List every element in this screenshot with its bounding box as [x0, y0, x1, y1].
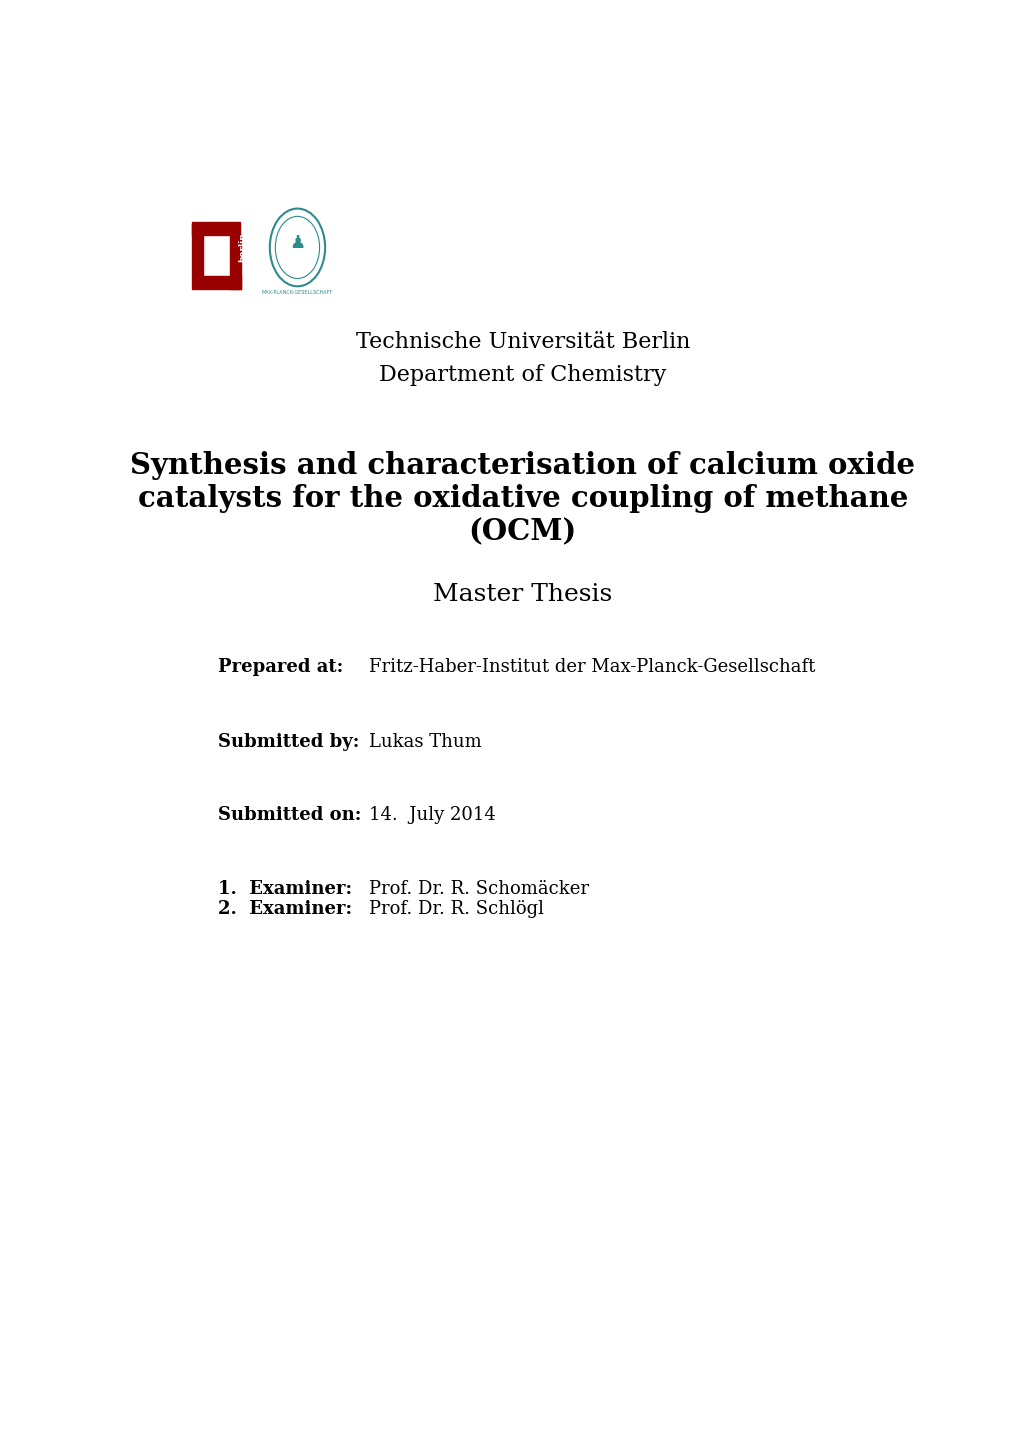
Text: Submitted on:: Submitted on:	[218, 806, 362, 823]
Text: Technische Universität Berlin: Technische Universität Berlin	[356, 330, 689, 353]
Text: (OCM): (OCM)	[468, 518, 577, 547]
Text: Master Thesis: Master Thesis	[433, 584, 611, 607]
Text: Synthesis and characterisation of calcium oxide: Synthesis and characterisation of calciu…	[130, 450, 914, 480]
Text: Prepared at:: Prepared at:	[218, 658, 343, 676]
Text: 14.  July 2014: 14. July 2014	[368, 806, 495, 823]
Text: berlin: berlin	[237, 232, 247, 262]
Text: Submitted by:: Submitted by:	[218, 733, 360, 750]
Text: Fritz-Haber-Institut der Max-Planck-Gesellschaft: Fritz-Haber-Institut der Max-Planck-Gese…	[368, 658, 814, 676]
Text: Department of Chemistry: Department of Chemistry	[379, 365, 665, 386]
Bar	[230, 235, 240, 288]
Text: 2.  Examiner:: 2. Examiner:	[218, 900, 353, 919]
Bar	[193, 222, 239, 235]
Text: Prof. Dr. R. Schlögl: Prof. Dr. R. Schlögl	[368, 900, 543, 919]
Text: Prof. Dr. R. Schomäcker: Prof. Dr. R. Schomäcker	[368, 880, 588, 898]
Text: ♟: ♟	[289, 234, 306, 252]
Text: Lukas Thum: Lukas Thum	[368, 733, 481, 750]
Bar	[193, 224, 203, 288]
Bar	[203, 277, 240, 288]
Text: MAX-PLANCK-GESELLSCHAFT: MAX-PLANCK-GESELLSCHAFT	[262, 290, 333, 294]
Text: 1.  Examiner:: 1. Examiner:	[218, 880, 353, 898]
Text: catalysts for the oxidative coupling of methane: catalysts for the oxidative coupling of …	[138, 485, 907, 513]
